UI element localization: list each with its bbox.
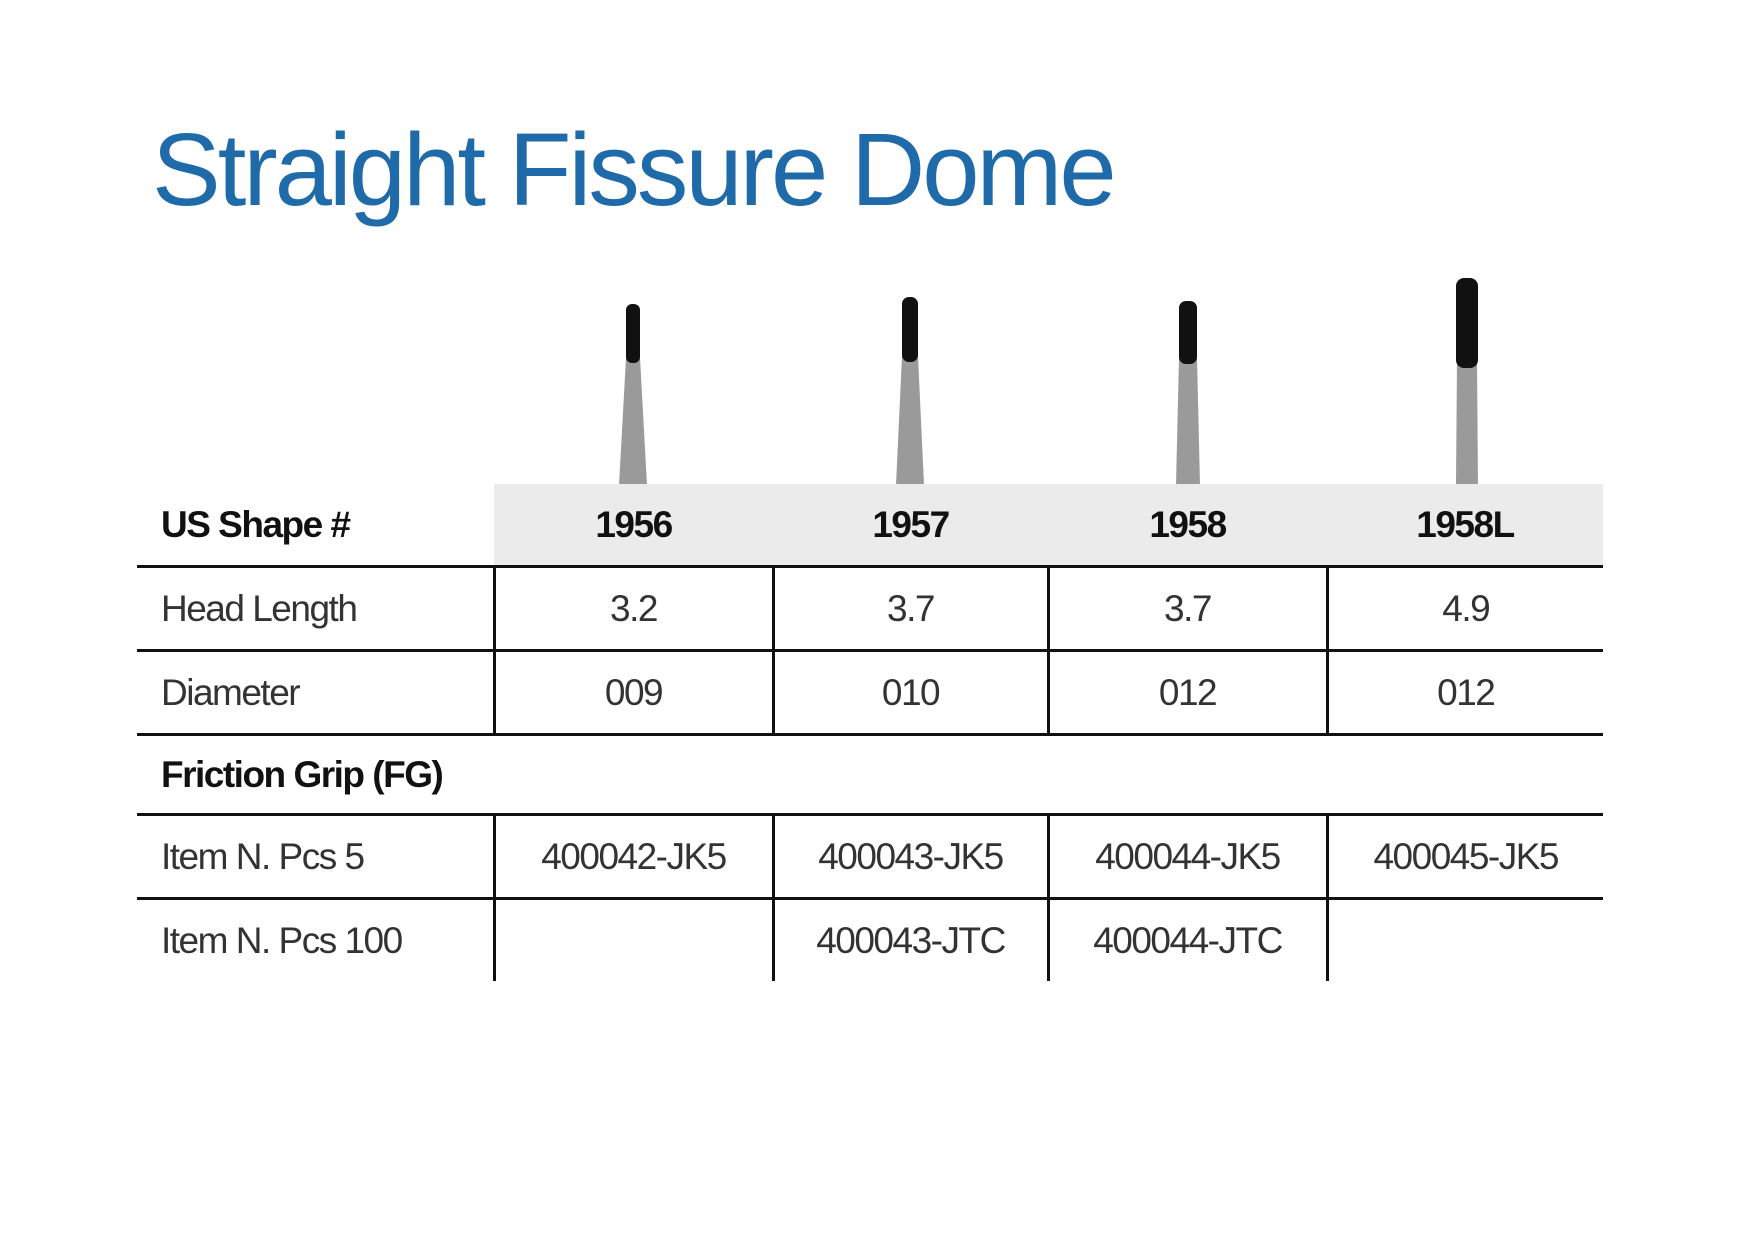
page-title: Straight Fissure Dome [152,112,1117,227]
pcs100-label: Item N. Pcs 100 [161,919,403,961]
bur-illustrations [619,278,1478,485]
bur-icon-1958 [1176,301,1200,485]
shape-row-label: US Shape # [137,484,494,568]
spec-table: US Shape # 1956 1957 1958 1958L Head Len… [137,484,1603,981]
table-row-head-length: Head Length 3.2 3.7 3.7 4.9 [137,566,1603,652]
shape-cell: 1958 [1048,484,1327,568]
table-row-pcs5: Item N. Pcs 5 400042-JK5 400043-JK5 4000… [137,814,1603,900]
diameter-cell: 012 [1325,650,1603,736]
pcs5-cell: 400045-JK5 [1325,814,1603,900]
bur-icon-1958L [1456,278,1478,485]
table-row-section: Friction Grip (FG) [137,734,1603,816]
head-length-cell: 3.7 [771,566,1048,652]
pcs100-cell [1325,898,1603,981]
table-row-shape: US Shape # 1956 1957 1958 1958L [137,484,1603,568]
pcs100-cell: 400043-JTC [771,898,1048,981]
section-heading: Friction Grip (FG) [137,734,1603,816]
head-length-cell: 4.9 [1325,566,1603,652]
head-length-label: Head Length [137,566,494,652]
diameter-cell: 010 [771,650,1048,736]
pcs5-cell: 400044-JK5 [1046,814,1327,900]
table-row-diameter: Diameter 009 010 012 012 [137,650,1603,736]
diameter-label: Diameter [137,650,494,736]
pcs5-cell: 400042-JK5 [492,814,773,900]
shape-cell: 1957 [773,484,1048,568]
pcs100-cell: 400044-JTC [1046,898,1327,981]
pcs100-cell [492,898,773,981]
bur-icon-1957 [896,297,924,485]
bur-icon-1956 [619,304,647,485]
head-length-cell: 3.2 [492,566,773,652]
head-length-cell: 3.7 [1046,566,1327,652]
shape-cell: 1956 [494,484,773,568]
diameter-cell: 009 [492,650,773,736]
pcs5-label: Item N. Pcs 5 [137,814,494,900]
shape-cell: 1958L [1327,484,1603,568]
table-row-pcs100: Item N. Pcs 100 400043-JTC 400044-JTC [137,898,1603,981]
pcs5-cell: 400043-JK5 [771,814,1048,900]
diameter-cell: 012 [1046,650,1327,736]
